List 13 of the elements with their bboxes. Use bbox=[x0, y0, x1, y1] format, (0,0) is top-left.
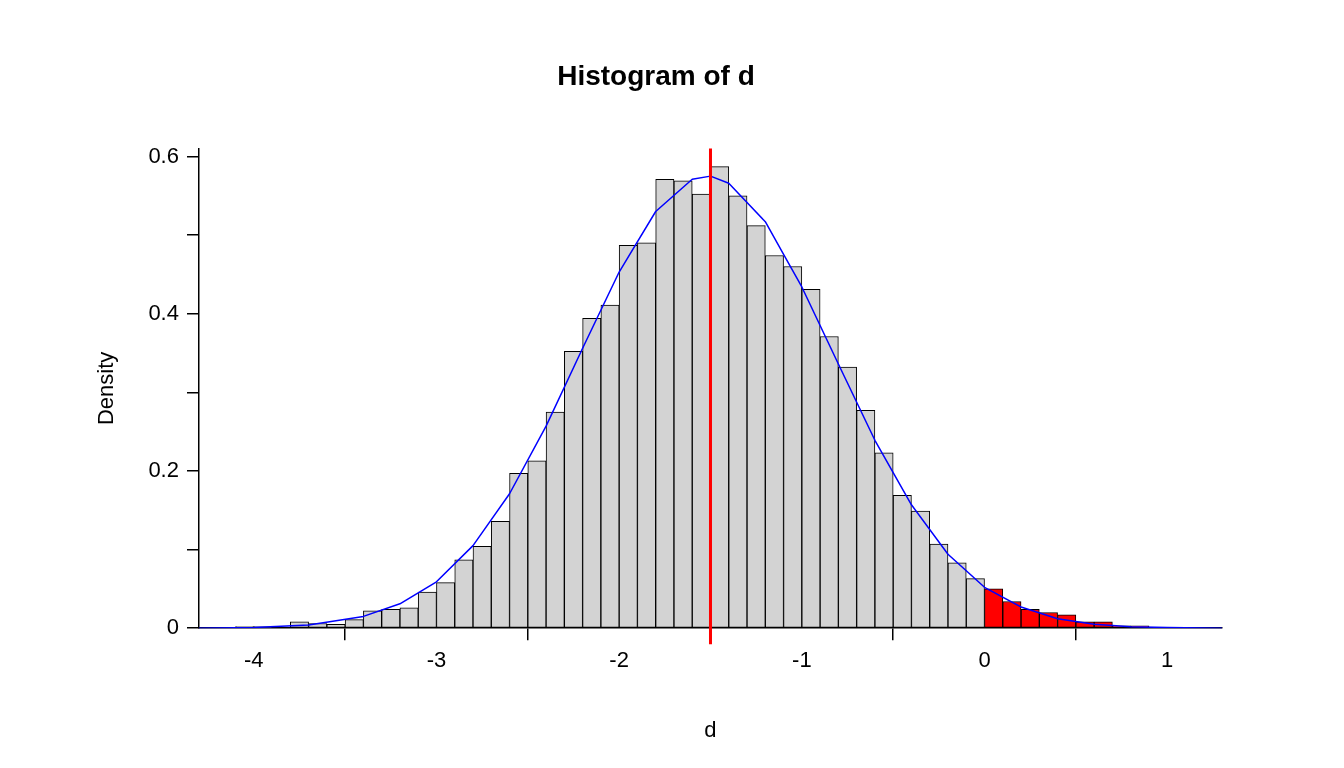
y-tick-label: 0.2 bbox=[148, 457, 179, 483]
x-tick-label: 0 bbox=[978, 647, 991, 673]
y-tick-label: 0.6 bbox=[148, 142, 179, 168]
y-tick-label: 0.4 bbox=[148, 299, 179, 325]
x-tick-label: -3 bbox=[426, 647, 447, 673]
x-tick-label: -2 bbox=[609, 647, 629, 673]
chart-title: Histogram of d bbox=[557, 59, 755, 91]
x-axis-title: d bbox=[704, 716, 717, 742]
x-tick-label: 1 bbox=[1161, 647, 1174, 673]
x-tick-label: -1 bbox=[792, 647, 812, 673]
y-tick-label: 0 bbox=[166, 614, 179, 640]
y-axis-title: Density bbox=[93, 351, 119, 426]
x-tick-label: -4 bbox=[244, 647, 264, 673]
